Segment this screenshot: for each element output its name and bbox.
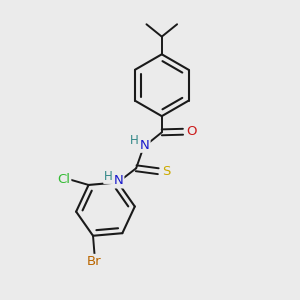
Text: Cl: Cl xyxy=(57,173,70,186)
Text: S: S xyxy=(162,165,171,178)
Text: H: H xyxy=(130,134,139,147)
Text: H: H xyxy=(104,170,113,183)
Text: N: N xyxy=(140,139,150,152)
Text: Br: Br xyxy=(87,255,102,268)
Text: O: O xyxy=(186,125,196,138)
Text: N: N xyxy=(114,174,123,188)
